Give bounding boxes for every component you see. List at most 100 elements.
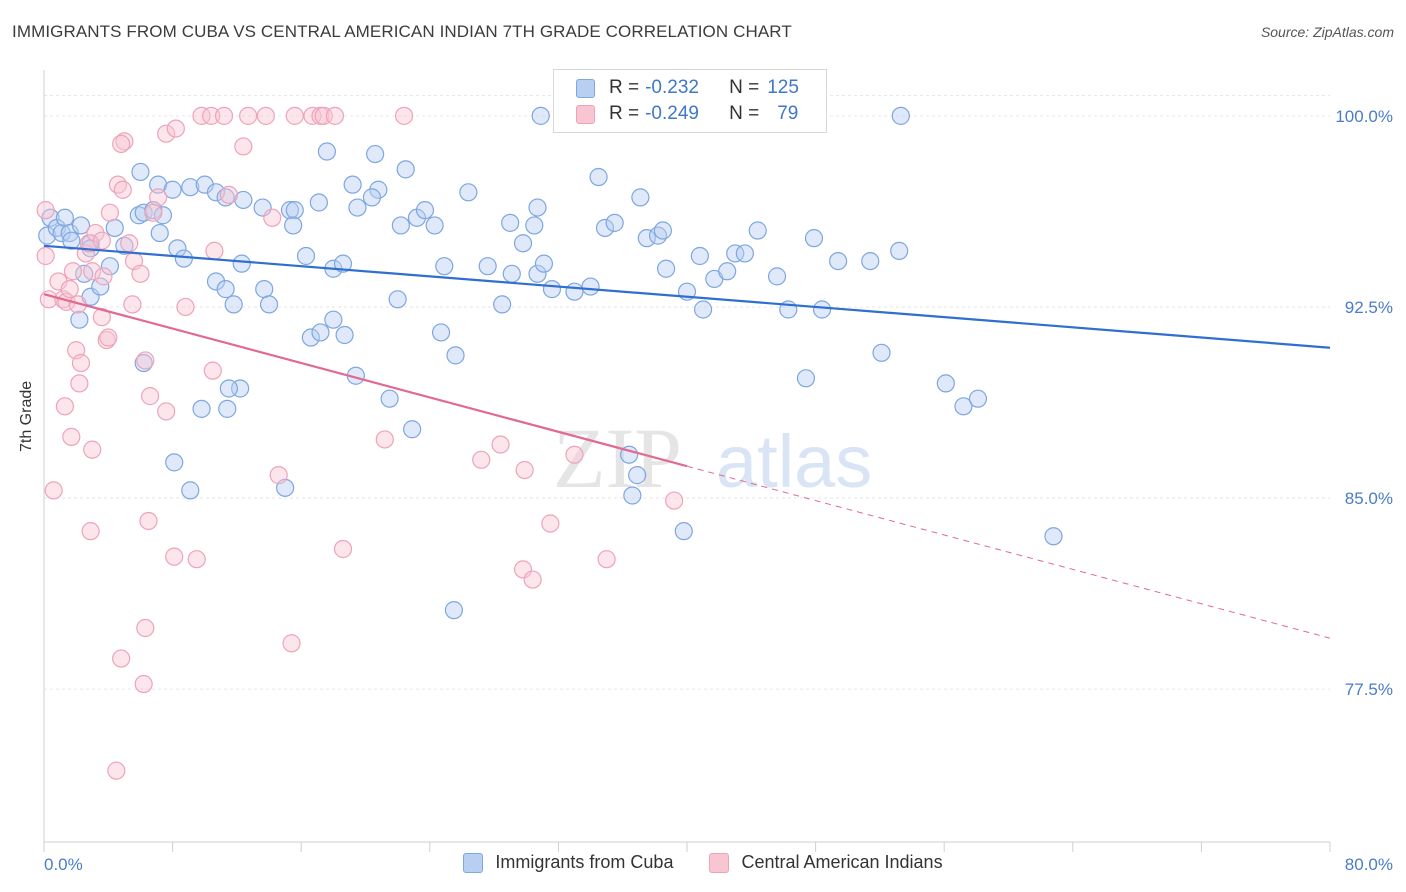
data-point-central-american <box>541 514 560 533</box>
data-point-cuba <box>55 208 74 227</box>
data-point-cuba <box>726 244 745 263</box>
data-point-central-american <box>472 450 491 469</box>
data-point-cuba <box>459 183 478 202</box>
data-point-cuba <box>62 231 81 250</box>
data-point-cuba <box>403 420 422 439</box>
stats-legend: R = -0.232 N = 125 R = -0.249 N = 79 <box>553 69 827 133</box>
data-point-central-american <box>94 267 113 286</box>
data-point-cuba <box>735 244 754 263</box>
legend-n-label: N = <box>729 103 760 124</box>
data-point-central-american <box>108 175 128 194</box>
data-point-cuba <box>628 466 647 485</box>
data-point-central-american <box>36 201 55 220</box>
data-point-central-american <box>71 353 91 373</box>
data-point-cuba <box>595 218 615 238</box>
data-point-central-american <box>36 246 55 266</box>
chart-title: IMMIGRANTS FROM CUBA VS CENTRAL AMERICAN… <box>12 22 792 41</box>
data-point-cuba <box>829 251 848 271</box>
data-point-central-american <box>597 550 616 569</box>
data-point-cuba <box>131 162 150 182</box>
data-point-cuba <box>605 213 624 232</box>
legend-item-cuba[interactable]: Immigrants from Cuba <box>463 852 673 873</box>
legend-swatch-blue <box>463 852 484 873</box>
data-point-central-american <box>81 522 100 541</box>
data-point-central-american <box>70 374 89 393</box>
data-point-cuba <box>380 389 399 408</box>
data-point-cuba <box>968 389 988 408</box>
data-point-central-american <box>115 132 134 151</box>
data-point-central-american <box>60 280 79 299</box>
tick-labels: 77.5% 85.0% 92.5% 100.0% 0.0% 80.0% <box>44 107 1393 874</box>
data-point-central-american <box>140 387 160 406</box>
data-point-cuba <box>259 295 279 314</box>
trend-line-central-american <box>43 293 688 468</box>
data-point-central-american <box>99 328 118 347</box>
data-point-central-american <box>139 511 158 531</box>
data-point-central-american <box>325 106 345 125</box>
data-point-cuba <box>174 249 193 268</box>
data-point-cuba <box>224 295 243 314</box>
data-point-central-american <box>263 208 282 227</box>
data-point-cuba <box>280 201 300 220</box>
data-point-cuba <box>309 193 328 212</box>
data-point-cuba <box>718 262 737 281</box>
data-point-cuba <box>115 236 134 255</box>
trend-lines <box>43 244 1331 639</box>
data-point-cuba <box>891 106 910 125</box>
legend-r-label: R = <box>609 103 640 124</box>
data-point-central-american <box>134 674 153 694</box>
legend-n-value: 125 <box>767 77 799 98</box>
data-point-cuba <box>542 280 562 299</box>
data-point-central-american <box>234 137 253 156</box>
data-point-central-american <box>107 761 126 780</box>
legend-r-value: -0.232 <box>645 77 699 98</box>
data-point-central-american <box>665 491 684 510</box>
data-point-cuba <box>690 246 709 266</box>
y-axis-label: 7th Grade <box>18 380 35 452</box>
legend-label-central-american: Central American Indians <box>741 852 943 872</box>
data-point-central-american <box>256 106 275 125</box>
data-point-central-american <box>333 539 353 559</box>
x-tick-label: 0.0% <box>44 855 83 874</box>
data-point-cuba <box>653 221 672 240</box>
data-point-cuba <box>296 246 316 266</box>
data-point-cuba <box>216 188 235 207</box>
data-point-central-american <box>83 440 102 459</box>
data-point-cuba <box>589 167 608 187</box>
data-point-central-american <box>136 618 155 638</box>
legend-item-central-american[interactable]: Central American Indians <box>709 852 943 873</box>
data-point-central-american <box>187 550 206 569</box>
data-point-cuba <box>232 254 251 273</box>
data-point-cuba <box>525 216 544 235</box>
x-tick-label: 80.0% <box>1345 855 1393 874</box>
data-point-cuba <box>391 216 410 235</box>
data-point-central-american <box>112 649 131 668</box>
data-point-cuba <box>534 254 554 273</box>
data-point-cuba <box>674 522 693 541</box>
y-tick-label: 100.0% <box>1335 107 1393 126</box>
data-point-cuba <box>936 374 955 393</box>
data-point-cuba <box>425 216 444 235</box>
data-point-cuba <box>343 175 362 194</box>
data-point-cuba <box>366 144 385 164</box>
data-point-central-american <box>394 106 414 125</box>
data-point-cuba <box>767 267 787 286</box>
data-point-central-american <box>63 262 83 281</box>
data-point-central-american <box>285 106 304 125</box>
data-point-central-american <box>62 427 81 446</box>
y-tick-label: 85.0% <box>1345 489 1393 508</box>
data-point-central-american <box>112 134 131 153</box>
data-point-cuba <box>388 290 407 309</box>
data-point-central-american <box>165 547 184 566</box>
data-point-cuba <box>348 198 367 217</box>
data-point-cuba <box>502 264 521 283</box>
data-point-central-american <box>144 203 163 222</box>
data-point-cuba <box>446 346 465 365</box>
data-point-central-american <box>55 397 74 416</box>
legend-r-label: R = <box>609 77 640 98</box>
data-point-cuba <box>444 601 464 620</box>
data-point-cuba <box>165 453 184 472</box>
data-point-central-american <box>136 351 155 370</box>
data-point-cuba <box>324 310 343 329</box>
data-point-cuba <box>872 343 891 362</box>
